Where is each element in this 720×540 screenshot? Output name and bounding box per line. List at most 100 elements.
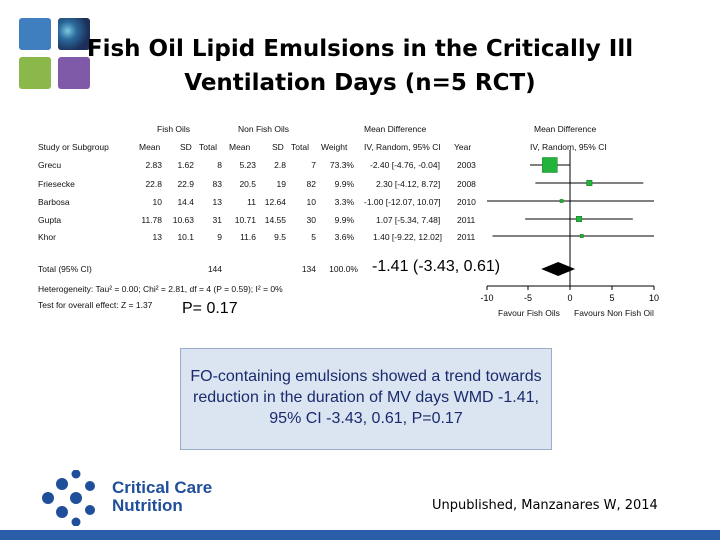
total-weight: 100.0% (329, 264, 358, 274)
col-mean-nfo: Mean (229, 142, 251, 152)
sd-nfo: 12.64 (264, 197, 286, 207)
total-fo: 13 (212, 197, 222, 207)
header-fish-oils: Fish Oils (157, 124, 191, 134)
tile-photo (58, 18, 90, 50)
year: 2011 (457, 232, 476, 242)
heterogeneity: Heterogeneity: Tau² = 0.00; Chi² = 2.81,… (38, 284, 283, 294)
x-tick-label: -5 (524, 293, 532, 303)
col-weight: Weight (321, 142, 348, 152)
p-value: P= 0.17 (182, 300, 238, 317)
col-sd-fo: SD (180, 142, 192, 152)
total-fo: 9 (217, 232, 222, 242)
axis-label-right: Favours Non Fish Oil (574, 308, 654, 318)
sd-fo: 14.4 (177, 197, 194, 207)
header-mean-difference-plot: Mean Difference (534, 124, 597, 134)
x-tick-label: 10 (649, 293, 659, 303)
total-diamond (541, 262, 576, 276)
effect-square (542, 157, 558, 173)
ci: 1.07 [-5.34, 7.48] (376, 215, 441, 225)
bottom-bar (0, 530, 720, 540)
total-nfo: 30 (306, 215, 316, 225)
total-ci-big: -1.41 (-3.43, 0.61) (372, 258, 501, 275)
total-nfo: 5 (311, 232, 316, 242)
total-fo: 8 (217, 160, 222, 170)
mean-nfo: 11 (247, 197, 256, 207)
header-mean-difference: Mean Difference (364, 124, 427, 134)
sd-nfo: 9.5 (274, 232, 286, 242)
weight: 73.3% (329, 160, 354, 170)
col-year: Year (454, 142, 472, 152)
sd-fo: 22.9 (177, 179, 194, 189)
title-line-2: Ventilation Days (n=5 RCT) (184, 70, 536, 96)
sd-fo: 1.62 (177, 160, 194, 170)
axis-label-left: Favour Fish Oils (498, 308, 560, 318)
mean-nfo: 20.5 (239, 179, 256, 189)
total-fo: 83 (212, 179, 222, 189)
col-sd-nfo: SD (272, 142, 284, 152)
total-fo: 144 (207, 264, 222, 274)
mean-nfo: 11.6 (240, 232, 256, 242)
weight: 3.6% (334, 232, 354, 242)
year: 2011 (457, 215, 476, 225)
year: 2010 (457, 197, 476, 207)
total-nfo: 10 (306, 197, 316, 207)
tile-blue (19, 18, 51, 50)
sd-fo: 10.63 (172, 215, 194, 225)
mean-nfo: 5.23 (239, 160, 256, 170)
study-name: Friesecke (38, 179, 75, 189)
mean-fo: 2.83 (145, 160, 162, 170)
col-mean-fo: Mean (139, 142, 161, 152)
sd-nfo: 19 (276, 179, 286, 189)
tile-purple (58, 57, 90, 89)
callout-box (180, 348, 552, 450)
x-tick-label: 0 (567, 293, 572, 303)
effect-square (559, 199, 564, 203)
source-note: Unpublished, Manzanares W, 2014 (432, 498, 658, 513)
slide-title: Fish Oil Lipid Emulsions in the Critical… (0, 32, 720, 100)
total-nfo: 7 (311, 160, 316, 170)
sd-nfo: 14.55 (264, 215, 286, 225)
total-nfo: 134 (301, 264, 316, 274)
effect-square (575, 215, 582, 223)
col-total-fo: Total (199, 142, 217, 152)
x-tick-label: -10 (480, 293, 493, 303)
ci: -2.40 [-4.76, -0.04] (370, 160, 440, 170)
weight: 3.3% (334, 197, 354, 207)
total-fo: 31 (212, 215, 222, 225)
year: 2008 (457, 179, 476, 189)
weight: 9.9% (334, 179, 354, 189)
col-ci-plot: IV, Random, 95% CI (530, 142, 607, 152)
weight: 9.9% (334, 215, 354, 225)
mean-fo: 22.8 (145, 179, 162, 189)
callout-text: FO-containing emulsions showed a trend t… (190, 368, 542, 427)
study-name: Khor (38, 232, 56, 242)
ci: 1.40 [-9.22, 12.02] (373, 232, 442, 242)
x-tick-label: 5 (609, 293, 614, 303)
study-name: Gupta (38, 215, 62, 225)
col-ci: IV, Random, 95% CI (364, 142, 441, 152)
logo-line-1: Critical Care (112, 478, 213, 497)
study-name: Grecu (38, 160, 62, 170)
study-name: Barbosa (38, 197, 70, 207)
mean-fo: 10 (152, 197, 162, 207)
ci: 2.30 [-4.12, 8.72] (376, 179, 441, 189)
sd-nfo: 2.8 (274, 160, 286, 170)
effect-square (579, 234, 584, 238)
mean-fo: 11.78 (141, 215, 162, 225)
logo-line-2: Nutrition (112, 496, 183, 515)
critical-care-logo-icon (42, 470, 95, 526)
col-study: Study or Subgroup (38, 142, 109, 152)
effect-square (586, 179, 593, 187)
tile-green (19, 57, 51, 89)
total-nfo: 82 (306, 179, 316, 189)
ci: -1.00 [-12.07, 10.07] (364, 197, 441, 207)
overall-effect: Test for overall effect: Z = 1.37 (38, 300, 153, 310)
total-label: Total (95% CI) (38, 264, 92, 274)
title-line-1: Fish Oil Lipid Emulsions in the Critical… (86, 36, 634, 62)
header-non-fish-oils: Non Fish Oils (238, 124, 290, 134)
col-total-nfo: Total (291, 142, 309, 152)
mean-nfo: 10.71 (234, 215, 256, 225)
sd-fo: 10.1 (177, 232, 194, 242)
mean-fo: 13 (152, 232, 162, 242)
year: 2003 (457, 160, 476, 170)
